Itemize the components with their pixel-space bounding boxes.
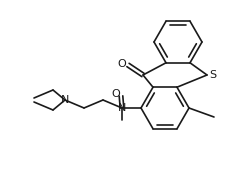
Text: N: N [61, 95, 69, 105]
Text: S: S [209, 70, 216, 80]
Text: O: O [117, 59, 126, 69]
Text: O: O [111, 89, 120, 99]
Text: N: N [117, 103, 126, 113]
